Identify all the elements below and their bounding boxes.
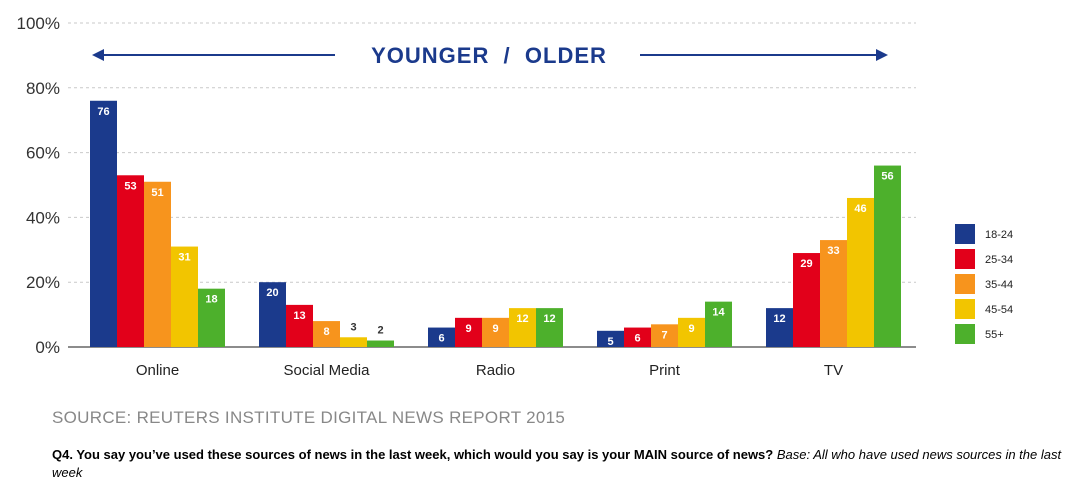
legend-label: 25-34: [985, 254, 1013, 266]
bar: [509, 308, 536, 347]
bar: [428, 327, 455, 347]
bar-value-label: 76: [97, 106, 109, 118]
source-note: SOURCE: REUTERS INSTITUTE DIGITAL NEWS R…: [52, 408, 566, 427]
bar-group-print: 5 6 7 9 14: [597, 301, 732, 348]
bar-value-label: 2: [377, 325, 383, 337]
bar: [820, 240, 847, 347]
legend-label: 55+: [985, 329, 1004, 341]
bar: [198, 288, 225, 347]
y-tick-label: 20%: [26, 273, 60, 292]
bar-value-label: 9: [492, 323, 498, 335]
category-label: Radio: [476, 362, 515, 379]
bar: [874, 165, 901, 347]
bar: [766, 308, 793, 347]
bar-value-label: 29: [800, 258, 812, 270]
bar: [90, 100, 117, 347]
bar-group-online: 76 53 51 31 18: [90, 100, 225, 347]
y-tick-label: 60%: [26, 144, 60, 163]
bar-value-label: 8: [323, 326, 329, 338]
bar-value-label: 18: [205, 294, 217, 306]
category-label: TV: [824, 362, 843, 379]
question-text: Q4. You say you’ve used these sources of…: [52, 447, 774, 462]
bar-value-label: 33: [827, 245, 839, 257]
legend-label: 18-24: [985, 229, 1013, 241]
younger-older-banner: YOUNGER / OLDER: [92, 43, 888, 68]
bar-value-label: 6: [634, 333, 640, 345]
bar: [793, 253, 820, 347]
bar: [705, 301, 732, 347]
bar: [536, 308, 563, 347]
banner-text: YOUNGER / OLDER: [371, 43, 607, 68]
bar-value-label: 5: [607, 336, 613, 348]
legend-label: 45-54: [985, 304, 1013, 316]
bar: [171, 246, 198, 347]
bar-value-label: 12: [773, 313, 785, 325]
y-tick-label: 80%: [26, 79, 60, 98]
y-axis-ticks: 0% 20% 40% 60% 80% 100%: [17, 14, 60, 357]
bar-value-label: 9: [688, 323, 694, 335]
bar: [455, 317, 482, 347]
bar-value-label: 56: [881, 171, 893, 183]
bar: [847, 197, 874, 347]
bar: [678, 317, 705, 347]
bar-value-label: 14: [712, 307, 725, 319]
category-label: Online: [136, 362, 179, 379]
category-label: Social Media: [284, 362, 371, 379]
bar: [340, 337, 367, 347]
bar-value-label: 9: [465, 323, 471, 335]
right-arrow-head-icon: [876, 49, 888, 61]
bar-value-label: 51: [151, 187, 163, 199]
legend-swatch: [955, 274, 975, 294]
bar: [482, 317, 509, 347]
bar: [144, 181, 171, 347]
bar-group-social-media: 20 13 8 3 2: [259, 282, 394, 347]
bar: [597, 330, 624, 347]
bar-group-tv: 12 29 33 46 56: [766, 165, 901, 347]
bar-value-label: 12: [543, 313, 555, 325]
question-base: Base: All who have used news sources in …: [52, 447, 1062, 480]
legend-swatch: [955, 324, 975, 344]
bar: [624, 327, 651, 347]
bar-value-label: 7: [661, 329, 667, 341]
bar-value-label: 12: [516, 313, 528, 325]
bar: [117, 175, 144, 347]
y-tick-label: 40%: [26, 208, 60, 227]
bar-value-label: 6: [438, 333, 444, 345]
bar: [313, 321, 340, 347]
legend-swatch: [955, 224, 975, 244]
question-note: Q4. You say you’ve used these sources of…: [52, 446, 1062, 482]
category-label: Print: [649, 362, 681, 379]
legend-label: 35-44: [985, 279, 1013, 291]
bar-value-label: 53: [124, 180, 136, 192]
left-arrow-head-icon: [92, 49, 104, 61]
legend: 18-24 25-34 35-44 45-54 55+: [955, 224, 1013, 344]
bar-value-label: 20: [266, 287, 278, 299]
y-tick-label: 100%: [17, 14, 60, 33]
bar-value-label: 46: [854, 203, 866, 215]
bar: [367, 340, 394, 347]
bar: [286, 304, 313, 347]
bar-value-label: 3: [350, 321, 356, 333]
category-labels: Online Social Media Radio Print TV: [136, 362, 843, 379]
bar-group-radio: 6 9 9 12 12: [428, 308, 563, 347]
bar-value-label: 13: [293, 310, 305, 322]
y-tick-label: 0%: [35, 338, 60, 357]
bar: [259, 282, 286, 347]
legend-swatch: [955, 299, 975, 319]
legend-swatch: [955, 249, 975, 269]
bar-value-label: 31: [178, 252, 190, 264]
bar: [651, 324, 678, 347]
